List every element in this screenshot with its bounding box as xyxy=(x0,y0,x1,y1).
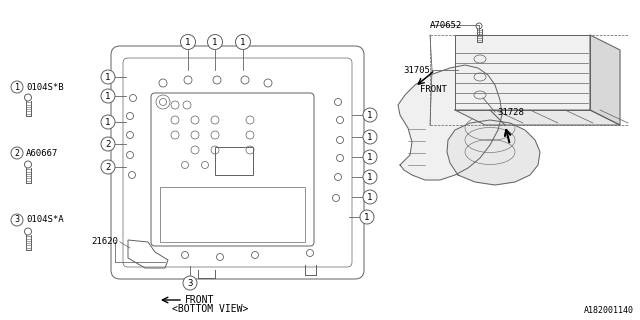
Circle shape xyxy=(180,35,195,50)
Text: 1: 1 xyxy=(367,153,372,162)
Circle shape xyxy=(476,23,482,29)
Circle shape xyxy=(207,35,223,50)
Text: 2: 2 xyxy=(106,140,111,148)
Polygon shape xyxy=(447,120,540,185)
Text: 1: 1 xyxy=(367,172,372,181)
Text: 3: 3 xyxy=(188,278,193,287)
Text: 1: 1 xyxy=(15,83,19,92)
Text: 0104S*B: 0104S*B xyxy=(26,83,63,92)
Polygon shape xyxy=(590,35,620,125)
Text: A70652: A70652 xyxy=(430,20,462,29)
Text: 0104S*A: 0104S*A xyxy=(26,215,63,225)
Circle shape xyxy=(101,137,115,151)
Text: 1: 1 xyxy=(212,37,218,46)
Text: 1: 1 xyxy=(106,117,111,126)
Polygon shape xyxy=(455,110,620,125)
Circle shape xyxy=(11,147,23,159)
Circle shape xyxy=(363,108,377,122)
Circle shape xyxy=(101,115,115,129)
Circle shape xyxy=(236,35,250,50)
Text: 1: 1 xyxy=(106,92,111,100)
Text: 1: 1 xyxy=(186,37,191,46)
Circle shape xyxy=(24,94,31,101)
Text: 1: 1 xyxy=(367,110,372,119)
Text: 31728: 31728 xyxy=(497,108,524,116)
Circle shape xyxy=(11,81,23,93)
Circle shape xyxy=(363,150,377,164)
Text: A60667: A60667 xyxy=(26,148,58,157)
Text: FRONT: FRONT xyxy=(185,295,214,305)
Circle shape xyxy=(363,130,377,144)
Text: 2: 2 xyxy=(15,148,19,157)
Circle shape xyxy=(363,170,377,184)
Circle shape xyxy=(11,214,23,226)
Circle shape xyxy=(101,70,115,84)
Circle shape xyxy=(363,190,377,204)
Bar xyxy=(215,147,253,175)
Circle shape xyxy=(183,276,197,290)
Text: 1: 1 xyxy=(367,193,372,202)
Text: 2: 2 xyxy=(106,163,111,172)
Text: 31705: 31705 xyxy=(403,66,430,75)
Text: <BOTTOM VIEW>: <BOTTOM VIEW> xyxy=(172,304,248,314)
Text: 21620: 21620 xyxy=(91,237,118,246)
Text: 3: 3 xyxy=(15,215,19,225)
Polygon shape xyxy=(455,35,590,110)
Text: A182001140: A182001140 xyxy=(584,306,634,315)
Circle shape xyxy=(360,210,374,224)
Text: 1: 1 xyxy=(364,212,370,221)
Text: 1: 1 xyxy=(106,73,111,82)
Circle shape xyxy=(101,89,115,103)
Text: FRONT: FRONT xyxy=(420,85,447,94)
Text: 1: 1 xyxy=(367,132,372,141)
Text: 1: 1 xyxy=(240,37,246,46)
Circle shape xyxy=(24,161,31,168)
Polygon shape xyxy=(398,65,502,180)
Circle shape xyxy=(101,160,115,174)
Circle shape xyxy=(24,228,31,235)
